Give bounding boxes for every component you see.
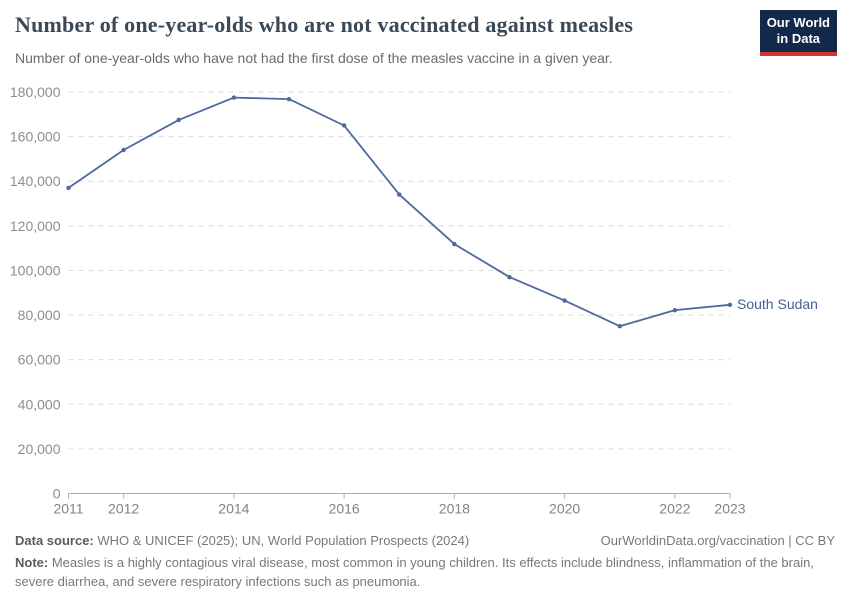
- x-axis-tick-label: 2012: [108, 501, 139, 517]
- series-end-label: South Sudan: [737, 296, 818, 312]
- y-axis-tick-label: 180,000: [10, 84, 61, 100]
- data-source-value: WHO & UNICEF (2025); UN, World Populatio…: [93, 533, 470, 548]
- note-text: Measles is a highly contagious viral dis…: [15, 554, 814, 589]
- our-world-in-data-logo: Our World in Data: [759, 10, 837, 56]
- x-axis-tick-label: 2016: [329, 501, 360, 517]
- data-point: [121, 147, 126, 153]
- logo-line-2: in Data: [776, 31, 821, 47]
- data-point: [452, 241, 457, 247]
- y-axis-tick-label: 160,000: [10, 129, 61, 145]
- data-point: [507, 274, 512, 280]
- data-point: [176, 117, 181, 123]
- logo-line-1: Our World: [766, 15, 830, 30]
- data-point: [672, 307, 678, 313]
- page-title: Number of one-year-olds who are not vacc…: [15, 12, 634, 37]
- y-axis-tick-label: 120,000: [10, 218, 61, 234]
- chart-footer: Data source: WHO & UNICEF (2025); UN, Wo…: [15, 532, 835, 592]
- x-axis-tick-label: 2018: [439, 501, 470, 517]
- y-axis-tick-label: 0: [53, 486, 61, 502]
- data-source-label: Data source:: [15, 533, 94, 548]
- data-point: [562, 298, 567, 303]
- owid-url-link[interactable]: OurWorldinData.org/vaccination | CC BY: [600, 533, 835, 548]
- y-axis-tick-label: 40,000: [18, 396, 61, 412]
- y-axis-tick-label: 80,000: [18, 307, 61, 323]
- y-axis-tick-label: 60,000: [18, 352, 61, 368]
- chart-subtitle: Number of one-year-olds who have not had…: [15, 50, 613, 66]
- x-axis-tick-label: 2020: [549, 501, 580, 517]
- data-point: [341, 123, 347, 128]
- data-point: [617, 324, 622, 329]
- data-point: [727, 302, 733, 307]
- note-label: Note:: [15, 554, 49, 570]
- y-axis-tick-label: 140,000: [10, 173, 61, 189]
- data-point: [66, 185, 71, 191]
- y-axis-tick-label: 20,000: [18, 441, 61, 457]
- data-point: [286, 96, 292, 102]
- data-source-text: Data source: WHO & UNICEF (2025); UN, Wo…: [15, 532, 469, 551]
- data-line: [67, 96, 731, 328]
- x-axis-tick-label: 2014: [218, 501, 249, 517]
- chart-note: Note: Measles is a highly contagious vir…: [15, 554, 835, 592]
- x-axis-tick-label: 2023: [714, 501, 745, 517]
- data-point: [397, 192, 402, 197]
- x-axis-tick-label: 2022: [659, 501, 690, 517]
- x-axis-tick-label: 2011: [53, 501, 83, 517]
- y-axis-tick-label: 100,000: [10, 262, 61, 278]
- data-point: [231, 95, 237, 100]
